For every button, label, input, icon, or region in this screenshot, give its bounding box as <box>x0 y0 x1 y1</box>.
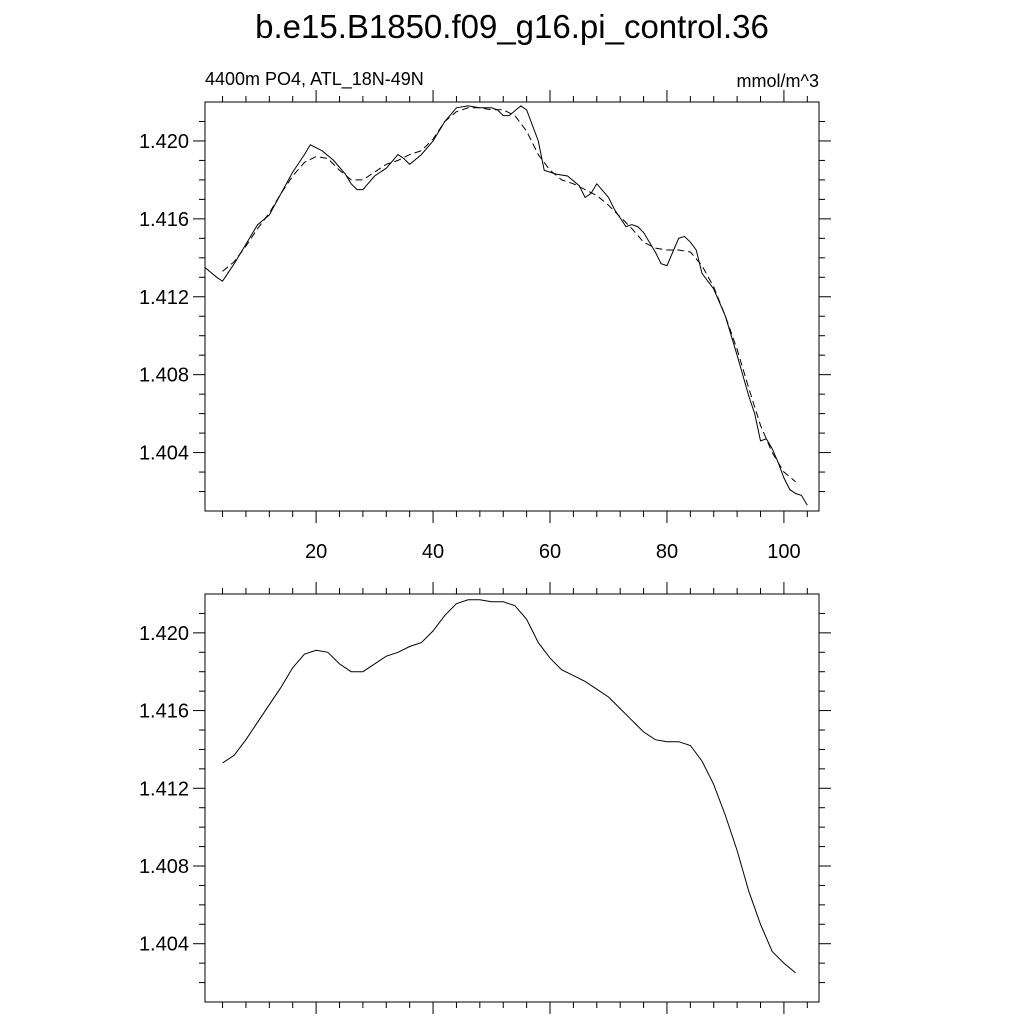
x-tick-label: 40 <box>422 541 444 563</box>
y-tick-label: 1.408 <box>139 856 189 878</box>
top-panel: 1.404 1.408 1.412 1.416 1.420 20 40 60 80 100 <box>139 90 831 563</box>
y-tick-label: 1.416 <box>139 701 189 723</box>
top-panel-units-label: mmol/m^3 <box>737 71 819 91</box>
smoothed-series-line <box>222 107 796 483</box>
axis-ticks <box>193 90 831 523</box>
y-tick-label: 1.420 <box>139 623 189 645</box>
bottom-panel: 1.404 1.408 1.412 1.416 1.420 <box>139 582 831 1014</box>
x-tick-label: 100 <box>767 541 800 563</box>
x-tick-label: 60 <box>539 541 561 563</box>
y-tick-label: 1.412 <box>139 778 189 800</box>
y-tick-label: 1.416 <box>139 209 189 231</box>
data-series-line <box>204 105 808 506</box>
y-tick-label: 1.420 <box>139 131 189 153</box>
figure-title: b.e15.B1850.f09_g16.pi_control.36 <box>255 8 769 45</box>
axis-ticks <box>193 582 831 1014</box>
y-tick-label: 1.408 <box>139 365 189 387</box>
x-tick-label: 20 <box>305 541 327 563</box>
y-tick-label: 1.412 <box>139 287 189 309</box>
data-series-line <box>222 599 796 974</box>
plot-frame <box>204 101 820 512</box>
top-panel-left-label: 4400m PO4, ATL_18N-49N <box>205 69 424 90</box>
plot-frame <box>204 593 820 1003</box>
y-tick-label: 1.404 <box>139 934 189 956</box>
x-tick-label: 80 <box>656 541 678 563</box>
y-tick-label: 1.404 <box>139 443 189 465</box>
